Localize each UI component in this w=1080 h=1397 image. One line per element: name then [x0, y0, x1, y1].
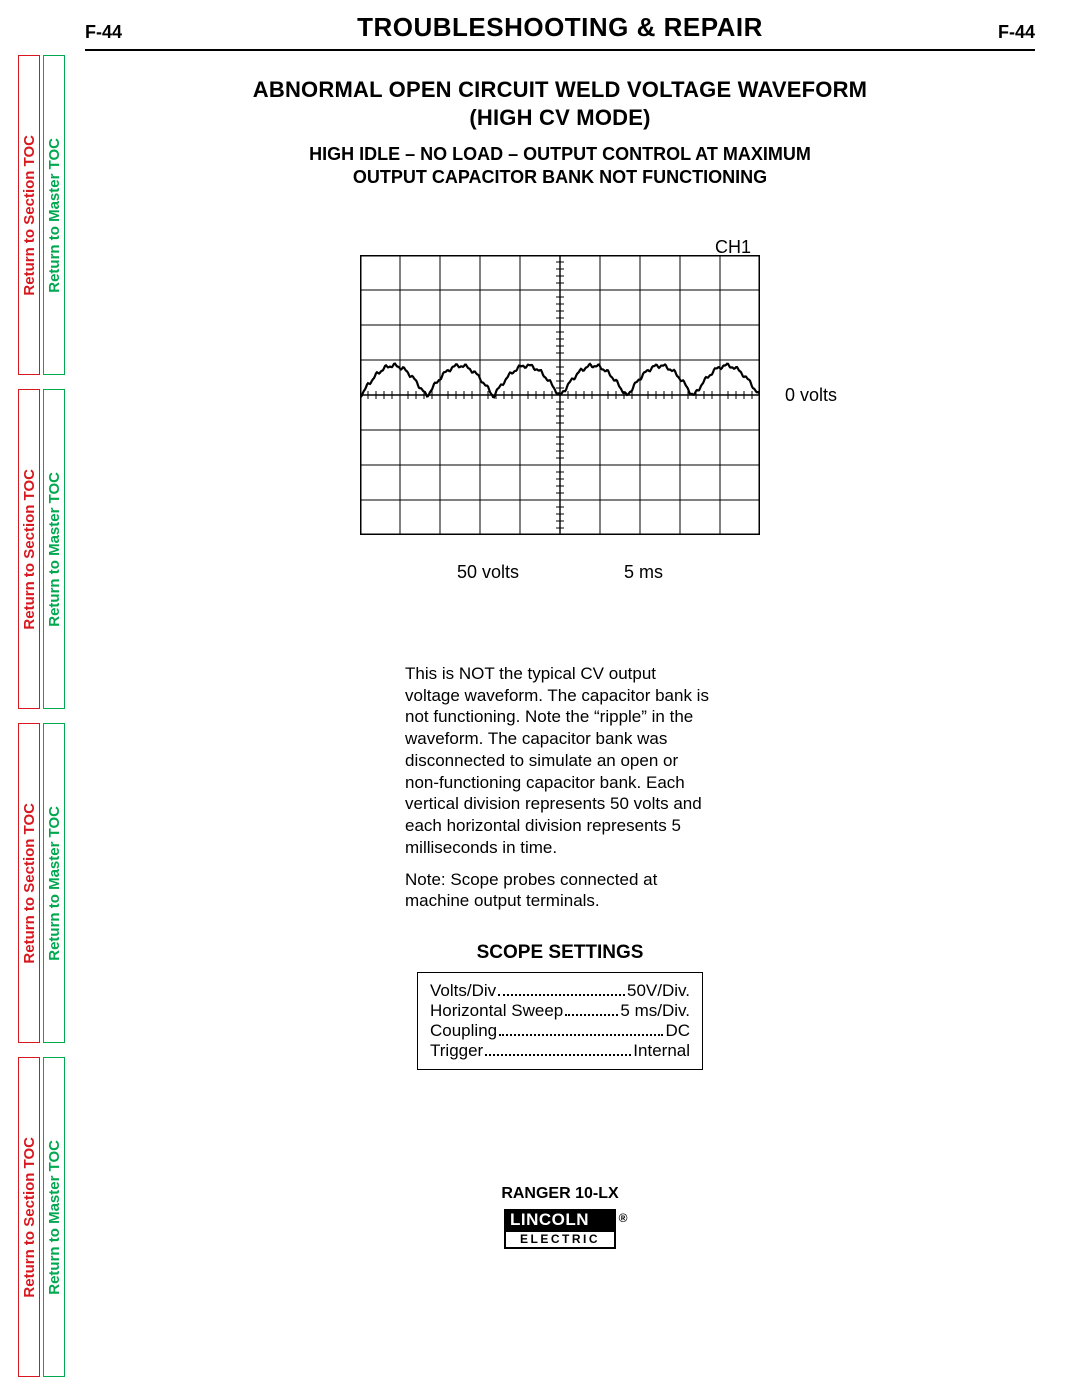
return-master-toc-link[interactable]: Return to Master TOC [43, 389, 65, 709]
model-name: RANGER 10-LX [85, 1185, 1035, 1203]
return-section-toc-link[interactable]: Return to Section TOC [18, 389, 40, 709]
return-master-toc-link[interactable]: Return to Master TOC [43, 55, 65, 375]
lincoln-logo: LINCOLN® ELECTRIC [504, 1209, 616, 1249]
oscilloscope-grid [360, 255, 760, 535]
page-footer: RANGER 10-LX LINCOLN® ELECTRIC [85, 1185, 1035, 1249]
channel-label: CH1 [715, 237, 751, 258]
page-content: F-44 TROUBLESHOOTING & REPAIR F-44 ABNOR… [85, 12, 1035, 1249]
scope-settings-box: Volts/Div50V/Div.Horizontal Sweep5 ms/Di… [417, 972, 703, 1070]
page-code-left: F-44 [85, 22, 122, 43]
settings-row: Horizontal Sweep5 ms/Div. [430, 1001, 690, 1021]
section-heading: ABNORMAL OPEN CIRCUIT WELD VOLTAGE WAVEF… [85, 76, 1035, 131]
page-title: TROUBLESHOOTING & REPAIR [122, 12, 998, 43]
page-header: F-44 TROUBLESHOOTING & REPAIR F-44 [85, 12, 1035, 43]
settings-row: TriggerInternal [430, 1041, 690, 1061]
return-section-toc-link[interactable]: Return to Section TOC [18, 1057, 40, 1377]
scope-settings-heading: SCOPE SETTINGS [405, 942, 715, 964]
x-div-label: 5 ms [624, 562, 663, 583]
description-text: This is NOT the typical CV output voltag… [405, 663, 715, 912]
oscilloscope-figure: CH1 0 volts 50 volts 5 ms [85, 255, 1035, 583]
return-master-toc-link[interactable]: Return to Master TOC [43, 1057, 65, 1377]
return-master-toc-link[interactable]: Return to Master TOC [43, 723, 65, 1043]
zero-volts-label: 0 volts [785, 385, 837, 406]
side-nav: Return to Section TOC Return to Section … [18, 55, 65, 1377]
return-section-toc-link[interactable]: Return to Section TOC [18, 723, 40, 1043]
y-div-label: 50 volts [457, 562, 519, 583]
sub-heading: HIGH IDLE – NO LOAD – OUTPUT CONTROL AT … [85, 143, 1035, 190]
settings-row: CouplingDC [430, 1021, 690, 1041]
header-rule [85, 49, 1035, 51]
return-section-toc-link[interactable]: Return to Section TOC [18, 55, 40, 375]
scope-axis-labels: 50 volts 5 ms [85, 562, 1035, 583]
page-code-right: F-44 [998, 22, 1035, 43]
settings-row: Volts/Div50V/Div. [430, 981, 690, 1001]
